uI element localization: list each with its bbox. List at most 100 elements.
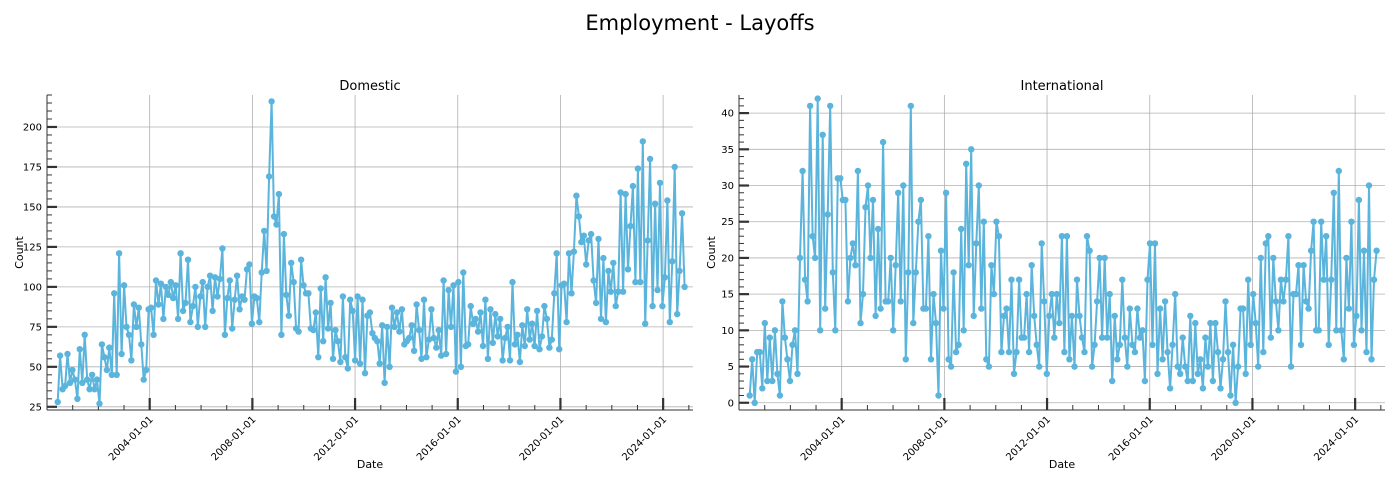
data-point <box>1265 233 1272 240</box>
data-point <box>123 323 130 331</box>
data-point <box>347 296 354 303</box>
data-point <box>332 326 339 334</box>
data-point <box>1144 276 1151 283</box>
y-tick-label: 150 <box>23 202 42 213</box>
data-point <box>533 307 541 315</box>
data-point <box>1048 290 1056 298</box>
data-point <box>1010 370 1018 377</box>
x-tick-label: 2020-01-01 <box>518 414 567 463</box>
data-point <box>565 250 573 257</box>
data-point <box>516 358 524 366</box>
data-point <box>1368 356 1375 363</box>
data-point <box>595 235 602 243</box>
data-point <box>659 302 666 310</box>
series-line <box>56 101 686 404</box>
data-point <box>1096 254 1103 262</box>
data-point <box>61 382 69 390</box>
data-point <box>1008 276 1015 283</box>
data-point <box>624 266 632 273</box>
data-point <box>406 334 413 342</box>
data-point <box>1056 319 1063 327</box>
data-point <box>152 277 160 284</box>
data-point <box>546 344 553 351</box>
y-tick-label: 100 <box>23 282 42 293</box>
data-point <box>1300 262 1307 269</box>
data-point <box>133 323 140 331</box>
data-point <box>91 386 98 393</box>
data-point <box>1310 218 1317 225</box>
data-point <box>1245 276 1252 283</box>
data-point <box>528 320 536 327</box>
data-point <box>897 298 904 305</box>
data-point <box>273 221 280 228</box>
data-point <box>786 377 794 385</box>
data-point <box>1078 334 1086 341</box>
data-point <box>460 269 467 276</box>
data-point <box>791 327 799 334</box>
data-point <box>1154 370 1161 377</box>
data-point <box>376 360 383 367</box>
data-point <box>209 307 216 315</box>
data-point <box>452 368 460 375</box>
data-point <box>649 302 656 310</box>
data-point <box>1013 348 1020 356</box>
figure-title: Employment - Layoffs <box>585 11 815 35</box>
data-point <box>1051 334 1058 341</box>
data-point <box>998 348 1005 356</box>
data-point <box>1058 233 1066 240</box>
data-point <box>983 356 990 363</box>
data-point <box>56 352 64 359</box>
y-tick-label: 75 <box>29 322 42 333</box>
data-point <box>930 290 937 298</box>
data-point <box>428 306 435 313</box>
data-point <box>619 288 627 295</box>
data-point <box>1202 334 1209 341</box>
data-point <box>1270 254 1277 262</box>
data-point <box>435 326 442 334</box>
data-point <box>1197 356 1204 363</box>
data-point <box>1355 196 1363 204</box>
data-point <box>305 290 312 297</box>
data-point <box>602 318 610 326</box>
data-point <box>263 267 270 275</box>
data-point <box>506 357 514 364</box>
data-point <box>859 290 867 298</box>
chart-panel-2: 0 5 10 15 20 25 30 35 40 2004-01-01 2008-01-01 2012… <box>705 79 1385 471</box>
data-point <box>177 250 184 257</box>
data-point <box>551 290 558 297</box>
panel-title: Domestic <box>339 79 400 94</box>
data-point <box>393 309 401 316</box>
data-point <box>1187 312 1194 320</box>
data-point <box>258 269 265 276</box>
data-point <box>1212 319 1219 327</box>
data-point <box>1227 392 1234 399</box>
data-point <box>290 278 297 286</box>
data-point <box>1169 341 1176 348</box>
data-point <box>607 288 614 295</box>
data-point <box>902 356 909 363</box>
data-point <box>789 341 796 348</box>
data-point <box>455 278 462 286</box>
data-point <box>671 163 678 171</box>
data-point <box>819 131 826 138</box>
data-point <box>958 225 965 233</box>
data-point <box>1333 327 1340 334</box>
data-point <box>885 298 892 305</box>
data-point <box>143 366 150 374</box>
x-tick-label: 2012-01-01 <box>1004 414 1053 463</box>
data-point <box>337 358 344 366</box>
data-point <box>216 275 224 283</box>
data-point <box>963 160 970 167</box>
data-point <box>1061 348 1068 356</box>
data-point <box>150 331 157 338</box>
data-point <box>388 304 396 311</box>
data-point <box>224 294 231 302</box>
data-point <box>472 315 479 323</box>
data-point <box>1184 377 1191 385</box>
data-point <box>315 354 322 361</box>
data-point <box>361 370 369 377</box>
data-point <box>1104 334 1111 341</box>
data-point <box>1219 356 1227 363</box>
data-point <box>1315 327 1322 334</box>
